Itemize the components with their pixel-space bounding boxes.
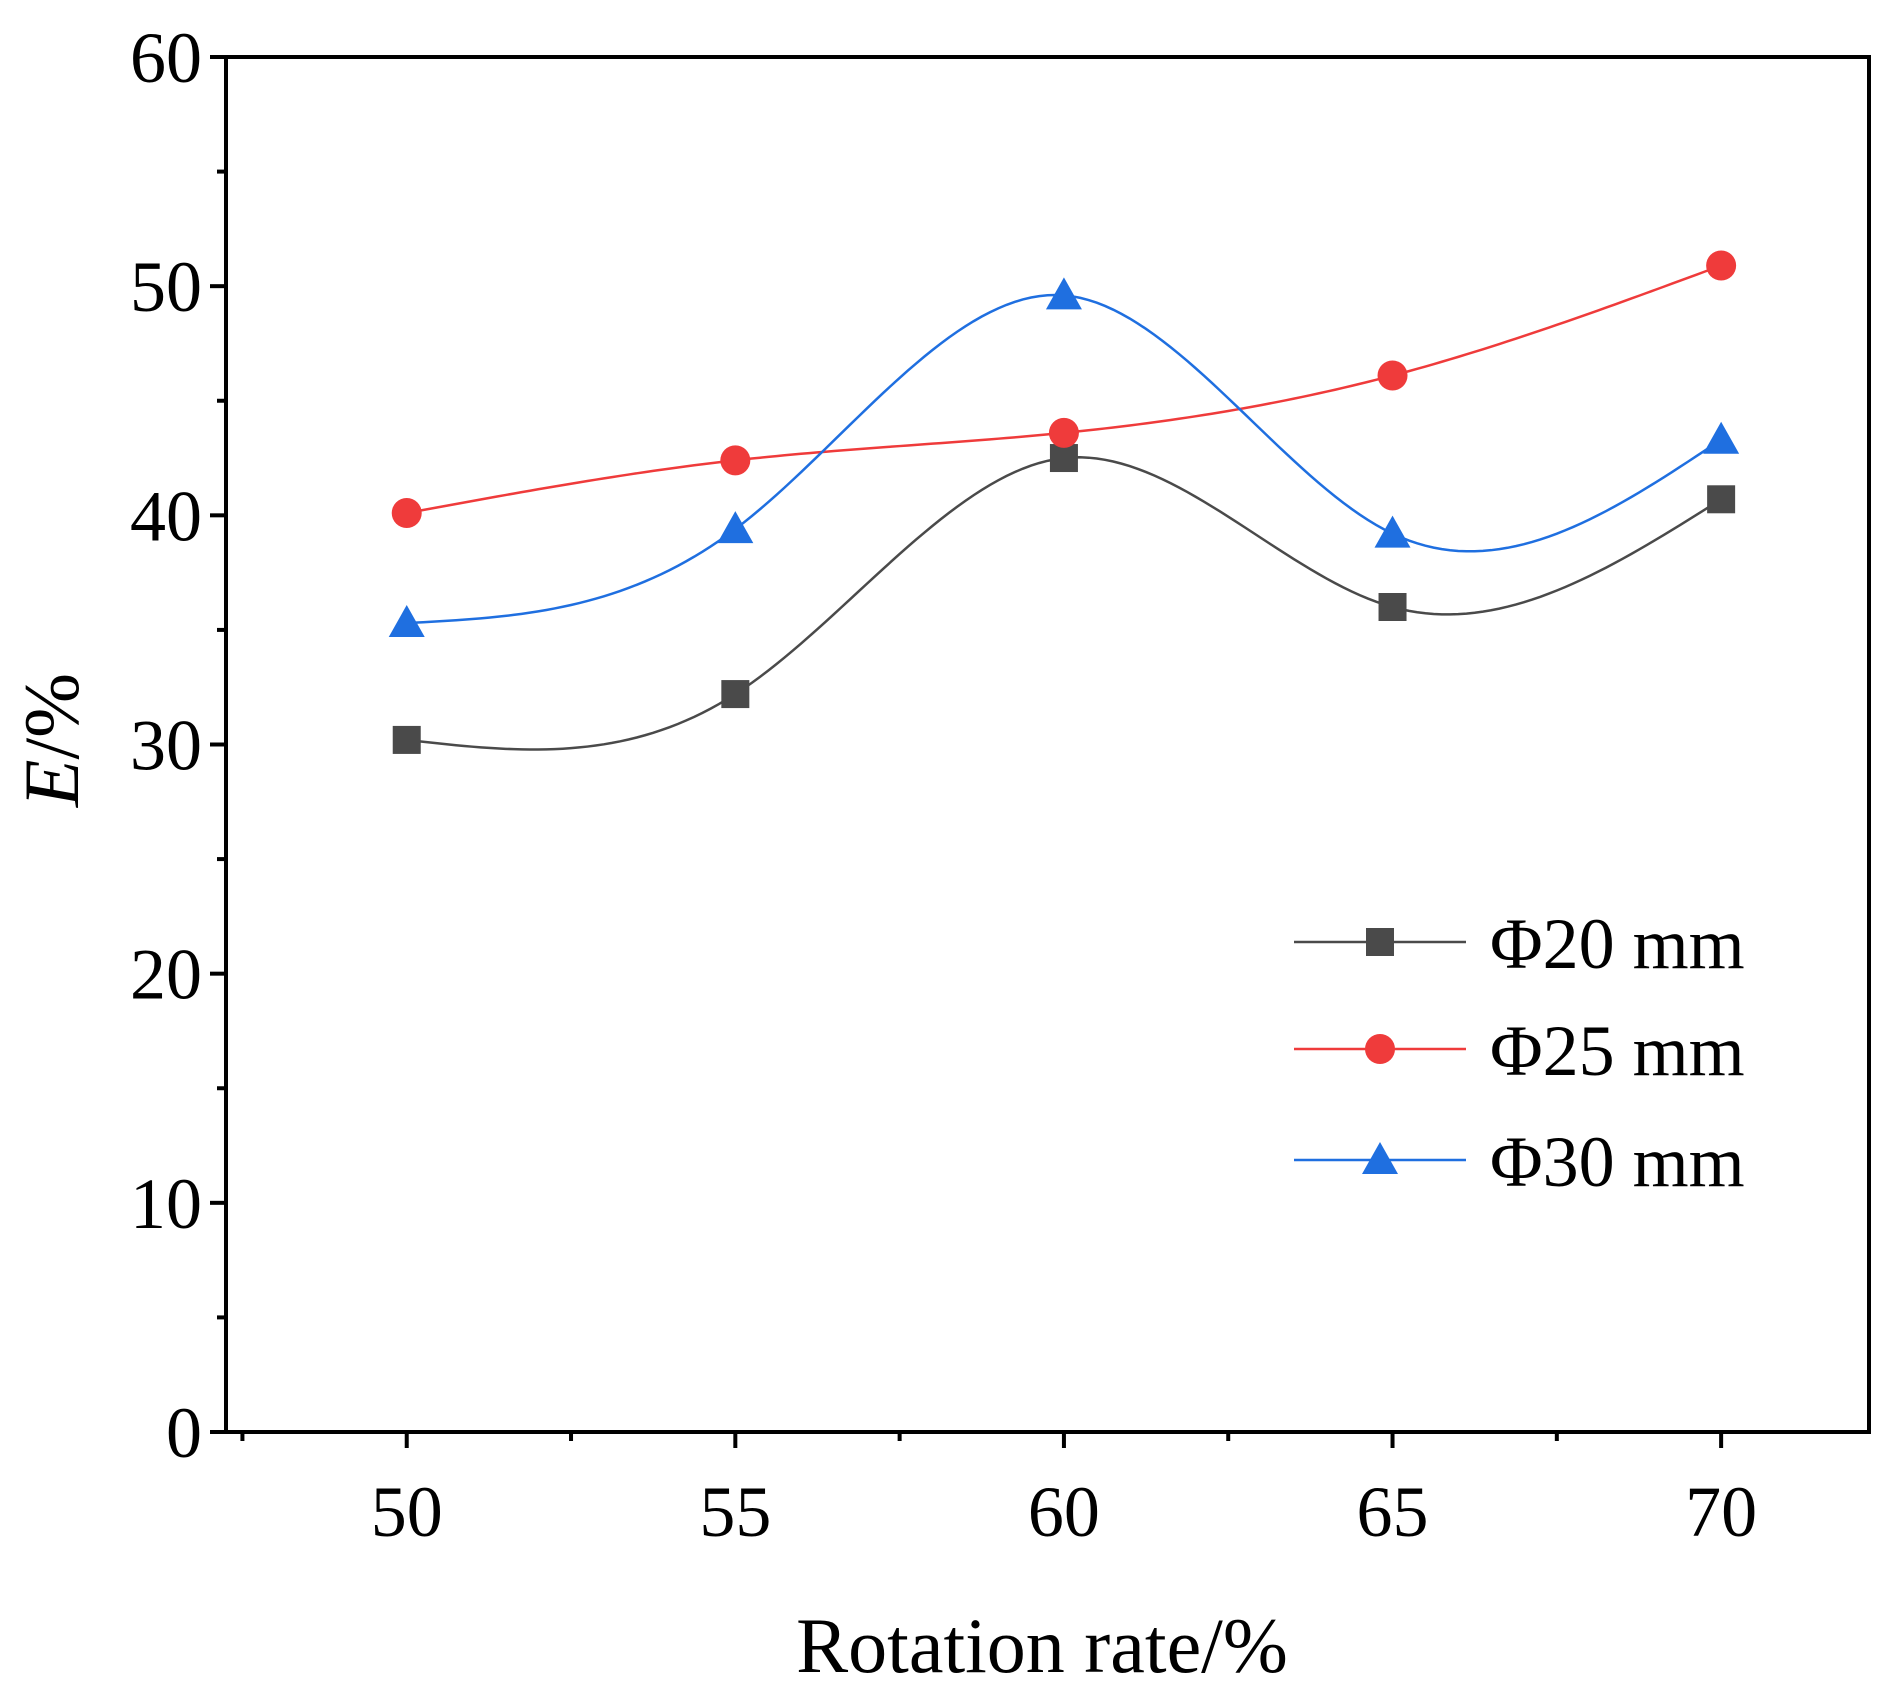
legend-label: Φ20 mm [1490,904,1745,984]
x-tick-label: 65 [1357,1472,1429,1552]
data-point-circle [1706,250,1737,281]
legend-label: Φ30 mm [1490,1122,1745,1202]
x-tick-label: 50 [371,1472,443,1552]
y-tick-label: 60 [130,18,202,98]
legend-marker-circle [1365,1034,1395,1064]
y-axis-title: E/% [8,673,95,808]
data-point-square [1707,485,1736,514]
data-point-triangle [717,511,754,544]
legend-entry: Φ20 mm [1294,904,1745,984]
legend-entry: Φ25 mm [1294,1011,1745,1091]
legend: Φ20 mm Φ25 mm Φ30 mm [1294,904,1745,1202]
y-tick-label: 50 [130,247,202,327]
data-point-square [721,680,750,709]
y-tick-label: 40 [130,476,202,556]
x-axis-title: Rotation rate/% [796,1602,1288,1689]
data-point-triangle [1703,421,1740,454]
data-point-circle [720,445,751,476]
series-triangle-group [388,277,1740,638]
axes-layer: 50 55 60 65 70 0 10 20 30 40 50 60 [130,18,1871,1552]
legend-marker-square [1366,928,1394,956]
data-point-square [1378,593,1407,621]
data-point-triangle [1045,277,1082,310]
data-point-circle [1377,360,1408,391]
y-tick-label: 30 [130,706,202,786]
y-axis-title-unit: /% [8,673,95,760]
y-axis-title-italic: E [8,760,95,809]
x-tick-label: 60 [1028,1472,1100,1552]
x-tick-label: 70 [1685,1472,1757,1552]
data-point-circle [391,498,422,529]
y-tick-label: 10 [130,1164,202,1244]
series-circle-group [391,250,1737,529]
y-tick-label: 20 [130,935,202,1015]
data-point-circle [1048,417,1079,448]
legend-marker-triangle [1362,1142,1398,1174]
data-point-triangle [388,605,425,638]
legend-label: Φ25 mm [1490,1011,1745,1091]
series-layer [388,250,1740,754]
legend-entry: Φ30 mm [1294,1122,1745,1202]
series-square-group [392,444,1736,754]
data-point-square [1049,444,1078,473]
data-point-triangle [1374,515,1411,548]
series-line [406,456,1722,751]
data-point-square [392,725,421,754]
plot-frame [224,55,1871,1434]
y-tick-label: 0 [166,1393,202,1473]
x-tick-label: 55 [699,1472,771,1552]
